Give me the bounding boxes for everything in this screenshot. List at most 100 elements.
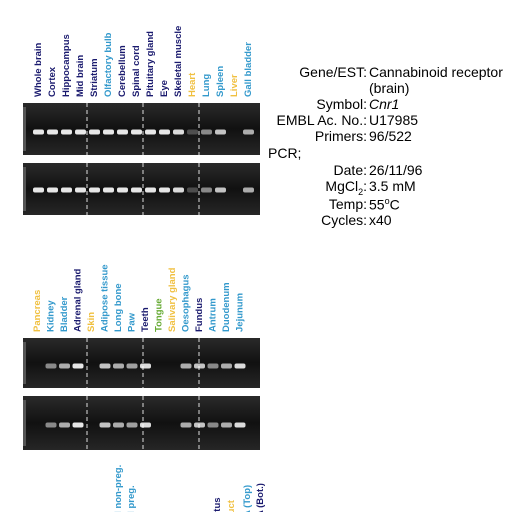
band <box>75 129 86 135</box>
lane-label: Long bone <box>113 283 124 332</box>
lane-label: Spleen <box>215 66 226 97</box>
lane-label: Gall bladder <box>243 42 254 97</box>
value: 96/522 <box>369 128 412 144</box>
value: Cannabinoid receptor <box>369 64 503 80</box>
value: 26/11/96 <box>369 162 423 178</box>
superscript: o <box>384 196 390 206</box>
band <box>59 363 70 369</box>
lane-label: Pituitary gland <box>145 31 156 97</box>
value: (brain) <box>369 80 410 96</box>
lane-label: Adrenal gland <box>73 268 84 332</box>
band <box>221 422 232 428</box>
band <box>145 129 156 135</box>
band <box>45 422 57 428</box>
band <box>117 187 128 193</box>
key: MgCl2: <box>325 178 367 197</box>
lane-label: d non-preg. <box>113 465 124 512</box>
lane-label: Eye <box>159 80 170 97</box>
band <box>207 422 219 428</box>
value: 55oC <box>369 196 400 213</box>
band <box>75 187 86 193</box>
band <box>131 129 142 135</box>
lane-label: A (Top) <box>242 485 253 512</box>
band <box>234 363 246 369</box>
lane-label: Jejunum <box>235 293 246 332</box>
lane-label: Skin <box>86 312 97 332</box>
band <box>173 129 184 135</box>
lane-label: luct <box>226 499 237 512</box>
ladder <box>23 107 26 151</box>
lane-label: Hippocampus <box>61 34 72 97</box>
band <box>215 129 226 135</box>
subscript: 2 <box>358 186 364 197</box>
lane-label: Whole brain <box>33 42 44 97</box>
band <box>221 363 232 369</box>
lane-label: Duodenum <box>221 282 232 332</box>
pcr-label: PCR; <box>268 145 302 161</box>
band <box>215 187 226 193</box>
key: Gene/EST: <box>299 64 367 80</box>
band <box>103 187 114 193</box>
key: EMBL Ac. No.: <box>276 112 367 128</box>
lane-label: Striatum <box>89 58 100 97</box>
lane-label: Bladder <box>59 296 70 332</box>
lane-label: Adipose tissue <box>100 264 111 332</box>
gel-image <box>23 103 260 155</box>
value: 3.5 mM <box>369 178 416 194</box>
lane-label: Skeletal muscle <box>173 26 184 97</box>
band <box>72 363 84 369</box>
band <box>201 187 212 193</box>
lane-label: Cortex <box>47 66 58 97</box>
band <box>99 422 111 428</box>
band <box>72 422 84 428</box>
key: Date: <box>333 162 367 178</box>
band <box>140 363 151 369</box>
lane-label: Pancreas <box>32 290 43 332</box>
key: Primers: <box>314 128 367 144</box>
band <box>243 129 254 135</box>
lane-label: Fundus <box>194 298 205 332</box>
band <box>234 422 246 428</box>
band <box>243 187 254 193</box>
colon: : <box>363 178 367 194</box>
lane-label: Spinal cord <box>131 45 142 97</box>
lane-label: Tongue <box>154 298 165 332</box>
lane-label: Lung <box>201 74 212 97</box>
lane-label: etus <box>212 497 223 512</box>
lane-label: Olfactory bulb <box>103 32 114 97</box>
lane-label: Antrum <box>208 298 219 332</box>
band <box>187 129 198 135</box>
lane-label: Salivary gland <box>167 267 178 332</box>
key: Temp: <box>328 196 367 212</box>
band <box>89 129 100 135</box>
key: Cycles: <box>321 212 367 228</box>
lane-label: Mid brain <box>75 55 86 97</box>
band <box>187 187 198 193</box>
lane-label: A (Bot.) <box>255 483 266 512</box>
band <box>159 129 170 135</box>
ladder <box>23 167 26 211</box>
band <box>131 187 142 193</box>
lane-label: Paw <box>127 312 138 332</box>
band <box>140 422 151 428</box>
band <box>33 129 44 135</box>
band <box>126 363 138 369</box>
band <box>194 422 205 428</box>
band <box>113 363 124 369</box>
band <box>180 422 192 428</box>
band <box>201 129 212 135</box>
lane-label: Liver <box>229 74 240 97</box>
band <box>103 129 114 135</box>
lane-label: Kidney <box>46 300 57 332</box>
band <box>117 129 128 135</box>
band <box>159 187 170 193</box>
band <box>89 187 100 193</box>
ladder <box>23 400 26 446</box>
band <box>59 422 70 428</box>
lane-label: Cerebellum <box>117 45 128 97</box>
value-text: 55 <box>369 196 385 213</box>
band <box>45 363 57 369</box>
ladder <box>23 342 26 384</box>
